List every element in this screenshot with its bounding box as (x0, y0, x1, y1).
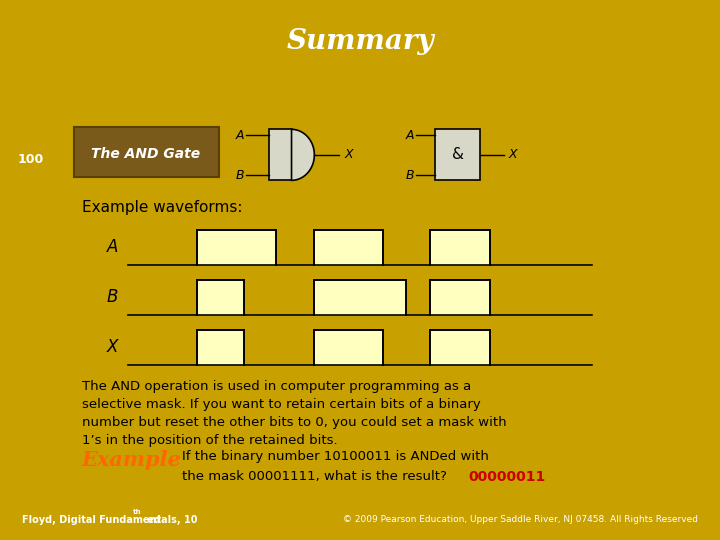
FancyBboxPatch shape (435, 130, 480, 180)
Polygon shape (292, 130, 315, 180)
Text: B: B (405, 169, 414, 182)
Text: the mask 00001111, what is the result?: the mask 00001111, what is the result? (181, 470, 455, 483)
FancyBboxPatch shape (73, 127, 219, 177)
Text: A: A (107, 238, 118, 256)
Text: Example: Example (82, 450, 181, 470)
Text: B: B (107, 288, 118, 306)
Text: 100: 100 (17, 153, 44, 166)
Text: selective mask. If you want to retain certain bits of a binary: selective mask. If you want to retain ce… (82, 398, 481, 411)
Bar (197, 330, 244, 364)
Bar (313, 230, 383, 265)
Text: 1’s in the position of the retained bits.: 1’s in the position of the retained bits… (82, 434, 338, 447)
Bar (197, 230, 276, 265)
Text: B: B (235, 169, 244, 182)
Text: th: th (133, 509, 142, 516)
Text: Summary: Summary (286, 29, 434, 56)
Bar (313, 330, 383, 364)
Text: The AND Gate: The AND Gate (91, 147, 200, 161)
Text: Floyd, Digital Fundamentals, 10: Floyd, Digital Fundamentals, 10 (22, 515, 197, 525)
Bar (430, 230, 490, 265)
Text: Example waveforms:: Example waveforms: (82, 200, 243, 215)
Bar (197, 280, 244, 315)
Text: &: & (451, 147, 464, 163)
Text: X: X (344, 148, 353, 161)
Text: X: X (107, 338, 118, 356)
Text: 00000011: 00000011 (468, 470, 545, 484)
Text: The AND operation is used in computer programming as a: The AND operation is used in computer pr… (82, 380, 471, 393)
Text: © 2009 Pearson Education, Upper Saddle River, NJ 07458. All Rights Reserved: © 2009 Pearson Education, Upper Saddle R… (343, 515, 698, 524)
Text: number but reset the other bits to 0, you could set a mask with: number but reset the other bits to 0, yo… (82, 416, 507, 429)
Text: ed: ed (144, 515, 161, 525)
Text: A: A (405, 129, 414, 142)
Bar (430, 330, 490, 364)
Bar (313, 280, 407, 315)
Text: If the binary number 10100011 is ANDed with: If the binary number 10100011 is ANDed w… (181, 450, 488, 463)
Bar (430, 280, 490, 315)
Polygon shape (269, 130, 292, 180)
Text: A: A (235, 129, 244, 142)
Text: X: X (508, 148, 517, 161)
